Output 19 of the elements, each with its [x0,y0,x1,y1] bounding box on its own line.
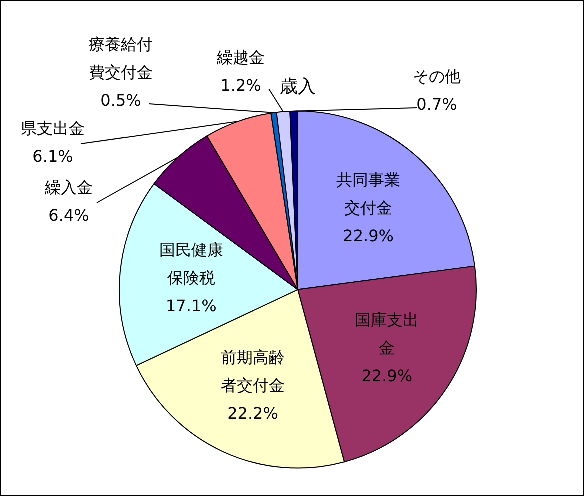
data-label: 6.4% [48,206,90,226]
slice-label: 繰越金 [216,48,265,68]
data-label: 0.7% [416,95,458,114]
data-label: 22.2% [228,404,278,424]
data-label: 17.1% [166,296,217,316]
slice-label: 県支出金 [21,119,85,138]
slice-label: 繰入金 [44,178,93,198]
data-label: 0.5% [100,91,142,110]
slice-label: 療養給付費交付金 [89,35,153,82]
data-label: 22.9% [343,226,394,246]
data-label: 6.1% [32,147,74,166]
text: 歳入 [280,76,316,98]
data-label: 1.2% [220,76,262,96]
slice-label: その他 [413,67,461,86]
slice-label: 共同事業交付金 [336,170,401,218]
data-label: 22.9% [362,366,413,386]
slice-label: 国庫支出金 [355,310,420,358]
slice-label: 国民健康保険税 [159,240,224,288]
slice-label: 前期高齢者交付金 [221,348,286,396]
